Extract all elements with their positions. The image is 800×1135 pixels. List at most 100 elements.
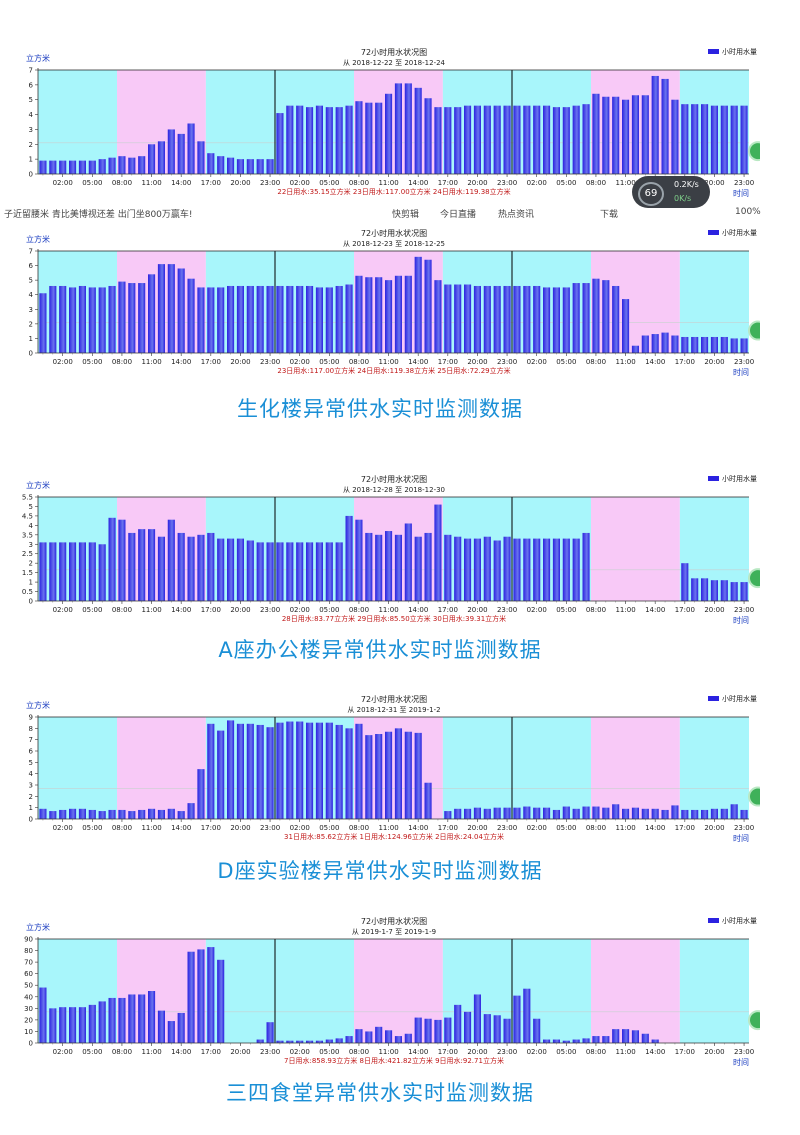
bar	[661, 809, 669, 819]
bar	[543, 807, 551, 819]
bar	[454, 284, 462, 353]
y-tick-label: 5	[29, 503, 33, 511]
x-tick-label: 11:00	[378, 606, 398, 614]
bar	[296, 285, 304, 353]
chart-5: 0 10 20 30 40 50 60 70 80 90 02:00 05:00 08:00 11:00 1…	[24, 916, 760, 1067]
bar	[730, 105, 738, 174]
x-tick-label: 02:00	[53, 824, 73, 832]
legend-label: 小时用水量	[722, 916, 757, 925]
y-tick-label: 1	[29, 579, 33, 587]
bar	[740, 105, 748, 174]
band-evening	[679, 251, 749, 353]
legend-label: 小时用水量	[722, 47, 757, 56]
band-evening	[205, 70, 275, 174]
bar	[612, 1029, 620, 1043]
bar	[720, 808, 728, 819]
bar	[473, 994, 481, 1043]
x-axis-label: 时间	[733, 1057, 749, 1067]
bar	[602, 96, 610, 174]
x-tick-label: 20:00	[704, 606, 724, 614]
news-link[interactable]: 热点资讯	[498, 210, 535, 220]
legend-swatch	[708, 696, 719, 701]
bar	[266, 285, 274, 353]
chart-panel-2: 0 1 2 3 4 5 6 7 02:00 05:00 08:00 11:00 14:00 17:00 20…	[0, 223, 800, 380]
speed-up: 0.2K/s	[674, 180, 699, 189]
x-tick-label: 14:00	[408, 179, 428, 187]
x-tick-label: 11:00	[615, 824, 635, 832]
bar	[582, 532, 590, 601]
bar	[464, 1011, 472, 1043]
bar	[345, 105, 353, 174]
bar	[414, 256, 422, 353]
x-tick-label: 11:00	[615, 1048, 635, 1056]
speed-widget[interactable]: 69 0.2K/s 0K/s	[632, 176, 710, 208]
bar	[394, 83, 402, 174]
x-tick-label: 14:00	[408, 824, 428, 832]
bar	[49, 1008, 57, 1043]
bar	[276, 1040, 284, 1043]
zoom-level[interactable]: 100%	[735, 207, 761, 217]
x-tick-label: 23:00	[734, 824, 754, 832]
chart-title: 72小时用水状况图	[361, 47, 427, 57]
x-tick-label: 23:00	[497, 1048, 517, 1056]
x-tick-label: 08:00	[112, 358, 132, 366]
x-tick-label: 20:00	[467, 358, 487, 366]
caption-3: D座实验楼异常供水实时监测数据	[217, 859, 543, 883]
x-tick-label: 11:00	[141, 1048, 161, 1056]
chart-subtitle: 从 2018-12-23 至 2018-12-25	[343, 240, 445, 248]
x-tick-label: 11:00	[141, 824, 161, 832]
bar	[385, 1030, 393, 1043]
bar	[572, 1039, 580, 1043]
x-tick-label: 23:00	[260, 358, 280, 366]
bar	[414, 536, 422, 601]
quick-edit-link[interactable]: 快剪辑	[392, 210, 420, 220]
bar	[493, 807, 501, 819]
y-tick-label: 70	[24, 959, 33, 967]
y-tick-label: 6	[29, 262, 34, 270]
bar	[69, 287, 77, 353]
bar	[306, 1040, 314, 1043]
bar	[157, 1010, 165, 1043]
bar	[236, 159, 244, 174]
daily-totals: 7日用水:858.93立方米 8日用水:421.82立方米 9日用水:92.71…	[284, 1056, 504, 1065]
bar	[286, 542, 294, 601]
bar	[424, 1018, 432, 1043]
x-tick-label: 08:00	[349, 1048, 369, 1056]
x-tick-label: 05:00	[319, 179, 339, 187]
bar	[325, 287, 333, 353]
bar	[424, 782, 432, 819]
bar	[414, 1017, 422, 1043]
x-tick-label: 05:00	[82, 824, 102, 832]
bar	[335, 724, 343, 819]
bar	[227, 538, 235, 601]
download-link[interactable]: 下载	[600, 210, 619, 220]
bar	[602, 1036, 610, 1043]
bar	[197, 769, 205, 819]
bar	[128, 283, 136, 353]
bar	[523, 285, 531, 353]
bar	[552, 1039, 560, 1043]
x-tick-label: 20:00	[467, 179, 487, 187]
x-tick-label: 17:00	[201, 606, 221, 614]
bar	[513, 995, 521, 1043]
bar	[217, 538, 225, 601]
x-tick-label: 08:00	[349, 179, 369, 187]
x-tick-label: 17:00	[675, 358, 695, 366]
bar	[582, 104, 590, 174]
x-tick-label: 05:00	[556, 1048, 576, 1056]
y-tick-label: 3	[29, 126, 33, 134]
y-tick-label: 40	[24, 993, 33, 1001]
x-tick-label: 05:00	[319, 606, 339, 614]
x-tick-label: 17:00	[201, 1048, 221, 1056]
bar	[256, 542, 264, 601]
bar	[720, 105, 728, 174]
bar	[385, 531, 393, 601]
x-tick-label: 11:00	[378, 824, 398, 832]
x-tick-label: 05:00	[82, 179, 102, 187]
browser-status-strip: 子近留腰米 青比美博视还差 出门坐800万赢车! 快剪辑 今日直播 热点资讯 下…	[0, 206, 761, 220]
daily-totals: 23日用水:117.00立方米 24日用水:119.38立方米 25日用水:72…	[277, 366, 510, 375]
live-link[interactable]: 今日直播	[440, 210, 477, 220]
bar	[651, 1039, 659, 1043]
bar	[681, 104, 689, 174]
bar	[543, 1039, 551, 1043]
